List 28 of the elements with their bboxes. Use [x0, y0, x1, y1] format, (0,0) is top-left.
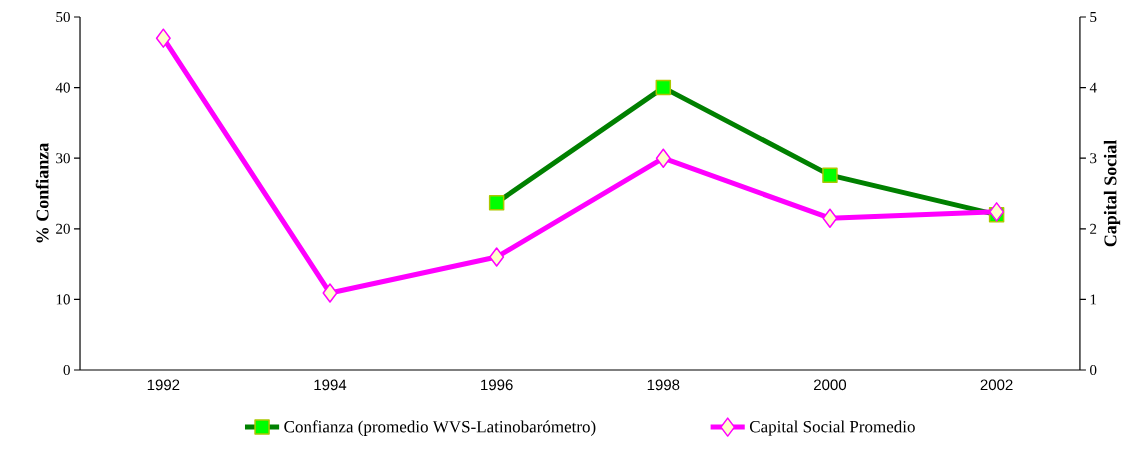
y-axis-title: % Confianza [35, 143, 49, 243]
y2-tick-label: 1 [1090, 294, 1097, 305]
y2-axis-title: Capital Social [1103, 140, 1121, 247]
y-tick-label: 0 [63, 364, 70, 376]
y2-tick-label: 0 [1090, 364, 1097, 376]
y2-tick-label: 2 [1090, 223, 1097, 234]
point [322, 283, 338, 303]
y2-tick-label: 3 [1090, 153, 1097, 164]
x-tick-label: 2002 [980, 379, 1013, 391]
point [489, 247, 505, 267]
y-tick-label: 30 [56, 153, 70, 164]
x-tick-label: 1992 [147, 379, 180, 391]
x-tick-label: 1994 [314, 379, 347, 391]
y-tick-label: 50 [56, 11, 70, 23]
legend-label: Confianza (promedio WVS-Latinobarómetro) [284, 420, 596, 436]
point [989, 202, 1005, 222]
point [822, 208, 838, 228]
x-tick-label: 1998 [647, 379, 680, 391]
point [655, 148, 671, 168]
x-tick-label: 2000 [814, 379, 847, 391]
point [155, 28, 171, 48]
y-tick-label: 40 [55, 82, 70, 93]
x-tick-label: 1996 [481, 379, 513, 391]
y-tick-label: 20 [56, 223, 70, 234]
legend-label: Capital Social Promedio [749, 420, 915, 436]
y-tick-label: 10 [56, 294, 70, 305]
y2-tick-label: 5 [1090, 12, 1097, 22]
y2-tick-label: 4 [1089, 82, 1097, 93]
